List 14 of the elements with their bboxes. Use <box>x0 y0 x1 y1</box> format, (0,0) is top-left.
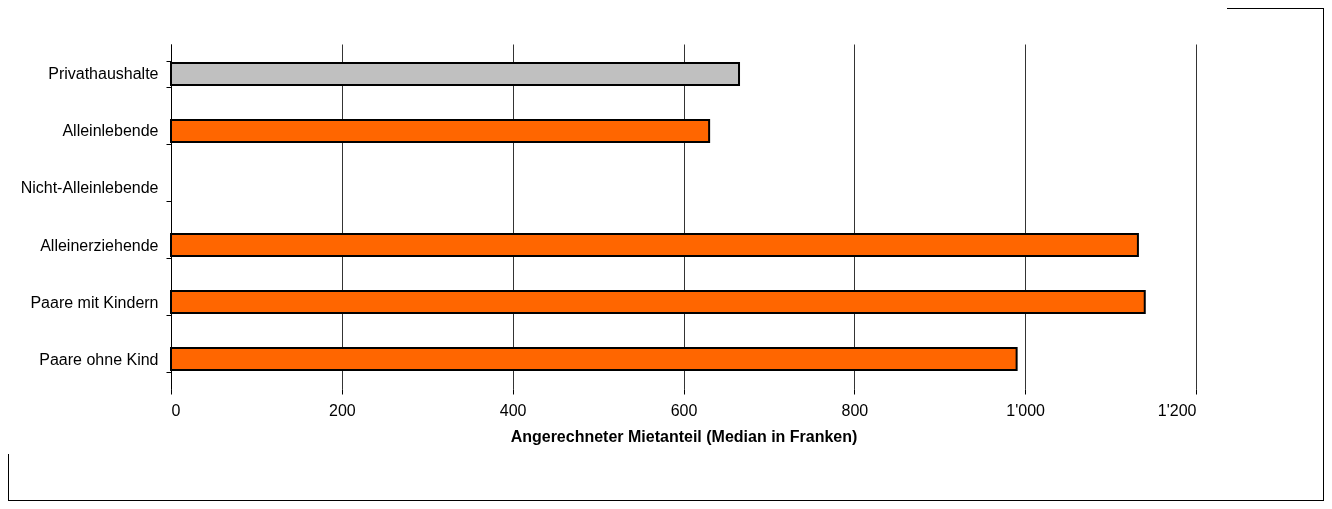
y-tick-label: Alleinerziehende <box>40 236 159 254</box>
y-tick-label: Privathaushalte <box>48 65 159 83</box>
x-tick-label: 1'000 <box>1006 401 1046 419</box>
x-tick-label: 400 <box>499 401 527 419</box>
x-tick-label: 1'200 <box>1157 401 1197 419</box>
y-tick-label: Alleinlebende <box>62 122 159 140</box>
y-tick-label: Paare mit Kindern <box>30 293 159 311</box>
y-tick-label: Nicht-Alleinlebende <box>20 179 159 197</box>
x-tick-label: 0 <box>171 401 181 419</box>
x-tick-label: 200 <box>328 401 356 419</box>
x-tick-label: 600 <box>670 401 698 419</box>
y-tick-label: Paare ohne Kind <box>39 350 159 368</box>
x-tick-label: 800 <box>841 401 869 419</box>
x-axis-title: Angerechneter Mietanteil (Median in Franken) <box>510 427 858 445</box>
